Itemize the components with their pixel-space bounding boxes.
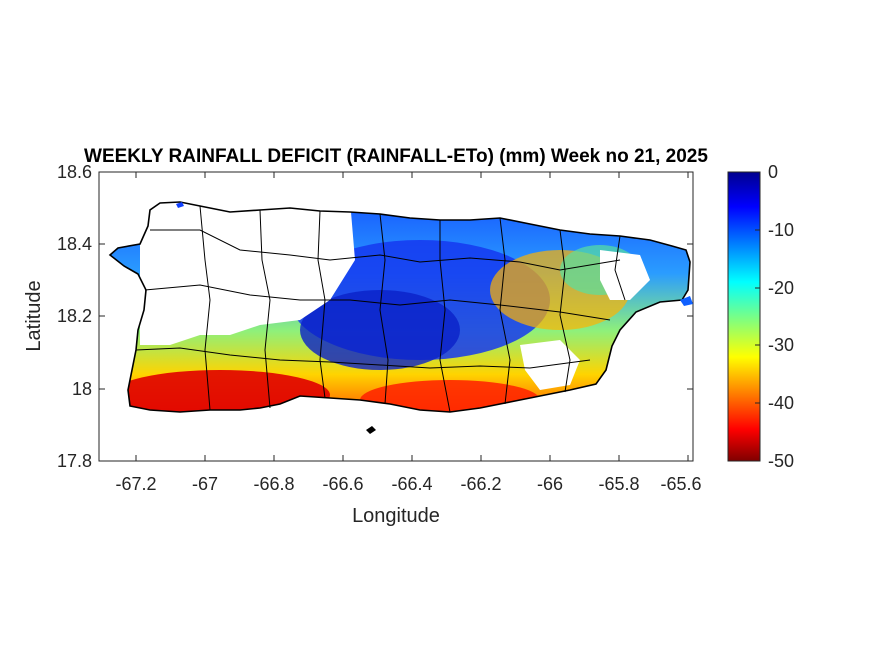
x-tick-label: -66.2 bbox=[460, 474, 501, 494]
culebra-point bbox=[680, 296, 693, 306]
desecheo-island bbox=[176, 202, 184, 208]
chart-title: WEEKLY RAINFALL DEFICIT (RAINFALL-ETo) (… bbox=[84, 146, 708, 167]
x-tick-label: -67.2 bbox=[115, 474, 156, 494]
municipality-boundaries bbox=[135, 205, 626, 413]
x-tick-label: -66.6 bbox=[322, 474, 363, 494]
y-tick-label: 17.8 bbox=[57, 451, 92, 471]
y-tick-label: 18.4 bbox=[57, 234, 92, 254]
x-axis: -67.2 -67 -66.8 -66.6 -66.4 -66.2 -66 -6… bbox=[115, 172, 702, 494]
y-axis-label: Latitude bbox=[23, 280, 45, 351]
x-tick-label: -65.6 bbox=[660, 474, 701, 494]
x-tick-label: -66.8 bbox=[253, 474, 294, 494]
colorbar: 0 -10 -20 -30 -40 -50 bbox=[727, 162, 794, 471]
colorbar-tick-label: -10 bbox=[768, 220, 794, 240]
x-tick-label: -65.8 bbox=[598, 474, 639, 494]
y-tick-label: 18.2 bbox=[57, 306, 92, 326]
x-axis-label: Longitude bbox=[352, 505, 440, 527]
y-tick-label: 18 bbox=[72, 379, 92, 399]
colorbar-tick-label: 0 bbox=[768, 162, 778, 182]
colorbar-tick-label: -20 bbox=[768, 278, 794, 298]
y-tick-label: 18.6 bbox=[57, 162, 92, 182]
x-tick-label: -66.4 bbox=[391, 474, 432, 494]
caja-de-muertos-island bbox=[366, 426, 376, 434]
x-tick-label: -67 bbox=[192, 474, 218, 494]
x-tick-label: -66 bbox=[537, 474, 563, 494]
colorbar-tick-label: -40 bbox=[768, 393, 794, 413]
y-axis: 18.6 18.4 18.2 18 17.8 bbox=[57, 162, 693, 471]
colorbar-tick-label: -30 bbox=[768, 335, 794, 355]
rainfall-deficit-field bbox=[110, 202, 690, 412]
colorbar-gradient bbox=[727, 171, 761, 462]
colorbar-tick-label: -50 bbox=[768, 451, 794, 471]
